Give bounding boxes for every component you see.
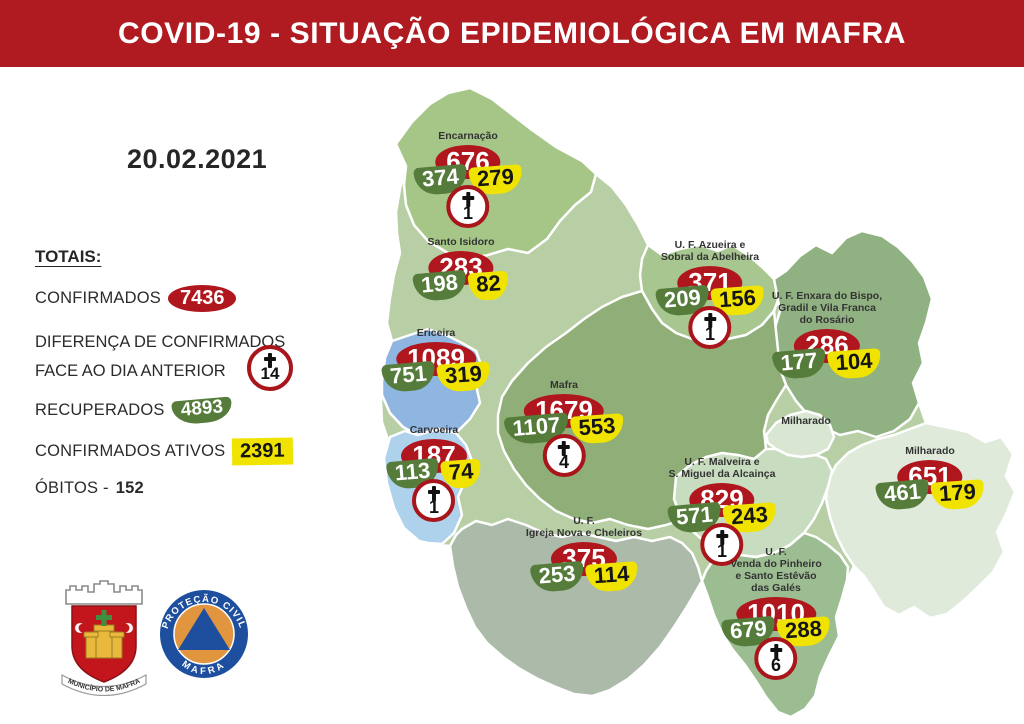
- active-badge: 104: [827, 348, 882, 381]
- region-label: U. F. Igreja Nova e Cheleiros: [525, 515, 643, 540]
- mural-crown-icon: [65, 580, 143, 605]
- region-stats-carvoeira: Carvoeira 187 113 74 1: [385, 424, 482, 523]
- active-label: CONFIRMADOS ATIVOS: [35, 442, 226, 460]
- confirmed-label: CONFIRMADOS: [35, 289, 161, 307]
- region-label: U. F. Enxara do Bispo, Gradil e Vila Fra…: [771, 290, 883, 327]
- green-cross-icon: [96, 610, 112, 626]
- recovered-badge: 751: [381, 360, 437, 394]
- region-label: U. F. Malveira e S. Miguel da Alcainça: [668, 456, 776, 481]
- region-stats-malveira: U. F. Malveira e S. Miguel da Alcainça 8…: [667, 456, 777, 567]
- active-badge: 179: [930, 479, 985, 511]
- active-badge: 114: [584, 561, 639, 593]
- header-banner: COVID-19 - SITUAÇÃO EPIDEMIOLÓGICA EM MA…: [0, 0, 1024, 67]
- totals-heading: TOTAIS:: [35, 247, 102, 266]
- deaths-badge: 1: [700, 523, 744, 567]
- region-label: Mafra: [549, 379, 579, 391]
- deaths-badge: 1: [412, 479, 456, 523]
- recovered-badge: 198: [412, 269, 468, 303]
- region-label: U. F. Venda do Pinheiro e Santo Estêvão …: [730, 546, 822, 595]
- confirmed-total-badge: 7436: [167, 285, 237, 312]
- report-date: 20.02.2021: [127, 144, 268, 174]
- cross-icon: [702, 313, 718, 328]
- deaths-total: 152: [115, 479, 144, 497]
- cross-icon: [556, 441, 572, 456]
- active-badge: 319: [436, 361, 491, 393]
- region-stats-venda-pinheiro: U. F. Venda do Pinheiro e Santo Estêvão …: [721, 546, 831, 681]
- confirmed-badge: 286: [794, 329, 860, 364]
- castle-icon: [83, 624, 125, 659]
- active-badge: 82: [467, 270, 510, 302]
- totals-diff-row: DIFERENÇA DE CONFIRMADOS FACE AO DIA ANT…: [35, 328, 325, 391]
- region-stats-encarnacao: Encarnação 676 374 279 1: [413, 130, 523, 229]
- region-label: U. F. Azueira e Sobral da Abelheira: [660, 239, 760, 264]
- active-total-badge: 2391: [232, 437, 294, 466]
- diff-circle: 14: [247, 345, 293, 391]
- recovered-badge: 177: [772, 348, 828, 381]
- region-label: Carvoeira: [409, 424, 459, 436]
- totals-confirmed-row: CONFIRMADOS 7436: [35, 285, 237, 312]
- region-stats-milharado: Milharado 651 461 179: [875, 445, 985, 512]
- mafra-map: Encarnação 676 374 279 1 Santo Isidoro 2…: [370, 85, 1024, 724]
- confirmed-badge: 371: [677, 266, 743, 301]
- deaths-badge: 4: [542, 434, 586, 478]
- totals-deaths-row: ÓBITOS - 152: [35, 479, 144, 498]
- protecao-triangle-icon: [178, 608, 230, 650]
- recovered-label: RECUPERADOS: [35, 401, 165, 420]
- diff-label-line2: FACE AO DIA ANTERIOR: [35, 362, 226, 380]
- region-stats-santo-isidoro: Santo Isidoro 283 198 82: [412, 236, 510, 303]
- diff-value: 14: [260, 364, 280, 384]
- cross-icon: [426, 486, 442, 501]
- page-title: COVID-19 - SITUAÇÃO EPIDEMIOLÓGICA EM MA…: [117, 16, 907, 50]
- deaths-badge: 6: [754, 637, 798, 681]
- cross-icon: [714, 530, 730, 545]
- plus-icon: [262, 353, 278, 368]
- protecao-civil-logo: PROTEÇÃO CIVIL MAFRA: [158, 588, 250, 685]
- region-stats-milharado-west: Milharado: [781, 415, 831, 430]
- region-label: Encarnação: [438, 130, 498, 142]
- region-label: Milharado: [905, 445, 955, 457]
- map-region-milharado: [824, 421, 1017, 620]
- region-stats-enxara: U. F. Enxara do Bispo, Gradil e Vila Fra…: [771, 290, 883, 381]
- region-stats-igreja-nova: U. F. Igreja Nova e Cheleiros 375 253 11…: [525, 515, 643, 594]
- cross-icon: [460, 192, 476, 207]
- deaths-label: ÓBITOS -: [35, 479, 109, 497]
- region-label: Milharado: [781, 415, 831, 427]
- region-stats-mafra: Mafra 1679 1107 553 4: [503, 379, 625, 478]
- region-label: Ericeira: [416, 327, 456, 339]
- recovered-badge: 253: [529, 560, 585, 594]
- cross-icon: [768, 644, 784, 659]
- diff-label-line1: DIFERENÇA DE CONFIRMADOS: [35, 333, 286, 351]
- deaths-badge: 1: [688, 306, 732, 350]
- recovered-total-badge: 4893: [170, 396, 233, 426]
- region-stats-ericeira: Ericeira 1089 751 319: [381, 327, 491, 394]
- totals-active-row: CONFIRMADOS ATIVOS 2391: [35, 437, 294, 466]
- municipio-mafra-logo: MUNICÍPIO DE MAFRA: [56, 580, 152, 701]
- totals-recovered-row: RECUPERADOS 4893: [35, 396, 233, 426]
- crescent-icons: [75, 623, 133, 633]
- recovered-badge: 461: [875, 478, 931, 512]
- deaths-badge: 1: [446, 185, 490, 229]
- region-label: Santo Isidoro: [427, 236, 495, 248]
- map-region-igreja-nova: [448, 517, 704, 698]
- region-stats-azueira-sobral: U. F. Azueira e Sobral da Abelheira 371 …: [655, 239, 765, 350]
